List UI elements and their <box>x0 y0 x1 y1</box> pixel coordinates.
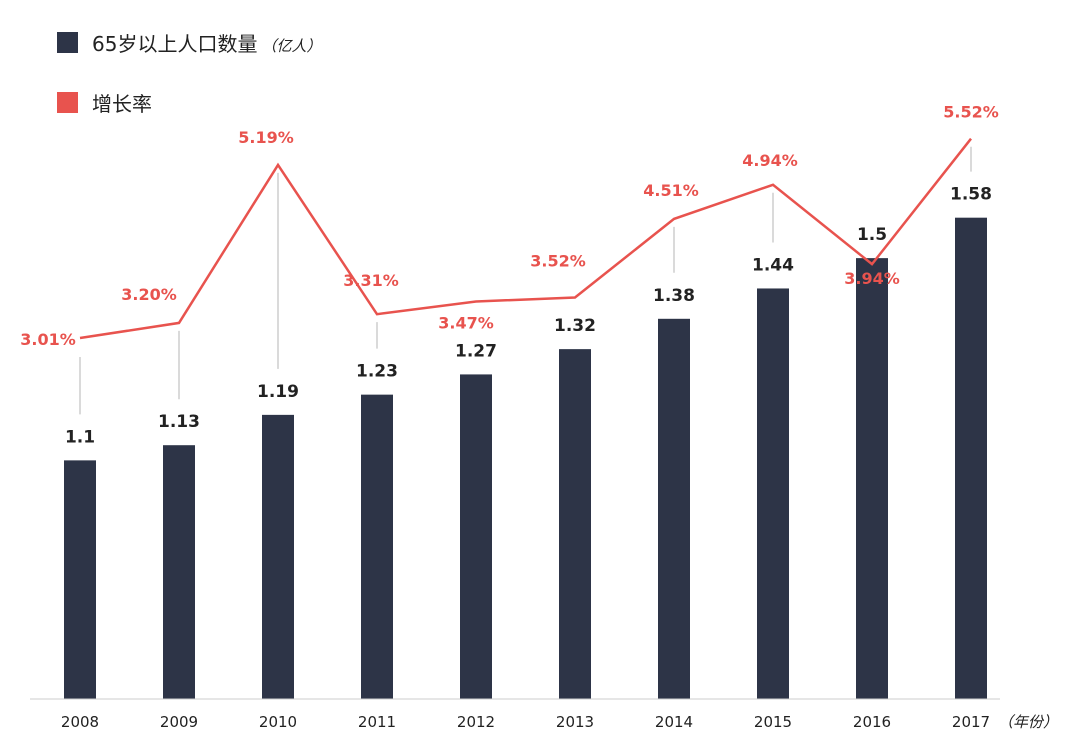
x-tick-2017: 2017 <box>952 713 990 731</box>
bar-2010 <box>262 414 294 699</box>
legend: 65岁以上人口数量 （亿人） 增长率 <box>57 32 321 116</box>
bar-label-2009: 1.13 <box>158 412 200 432</box>
bar-2011 <box>361 394 393 699</box>
x-tick-2015: 2015 <box>754 713 792 731</box>
bar-label-2008: 1.1 <box>65 427 95 447</box>
rate-label-2011: 3.31% <box>343 271 399 290</box>
rate-line <box>79 137 972 340</box>
x-tick-2012: 2012 <box>457 713 495 731</box>
legend-swatch-rate <box>57 92 78 113</box>
bar-2015 <box>757 288 789 699</box>
bar-2013 <box>559 349 591 699</box>
rate-label-2010: 5.19% <box>238 128 294 147</box>
x-axis-unit: （年份） <box>998 713 1058 731</box>
x-axis-ticks: 2008 2009 2010 2011 2012 2013 2014 2015 2016 2017 <box>61 713 990 731</box>
bar-2008 <box>64 460 96 699</box>
x-tick-2014: 2014 <box>655 713 693 731</box>
bar-label-2016: 1.5 <box>857 225 887 245</box>
bar-label-2017: 1.58 <box>950 185 992 205</box>
rate-label-2016: 3.94% <box>844 269 900 288</box>
x-tick-2011: 2011 <box>358 713 396 731</box>
bar-label-2014: 1.38 <box>653 286 695 306</box>
rate-label-2013: 3.52% <box>530 252 586 271</box>
legend-label-bars: 65岁以上人口数量 （亿人） <box>92 32 321 56</box>
bar-value-labels: 1.1 1.13 1.19 1.23 1.27 1.32 1.38 1.44 1.5 1.58 <box>65 185 992 448</box>
bar-2016 <box>856 258 888 699</box>
rate-label-2009: 3.20% <box>121 285 177 304</box>
bar-label-2011: 1.23 <box>356 362 398 382</box>
bar-label-2010: 1.19 <box>257 382 299 402</box>
rate-label-2017: 5.52% <box>943 103 999 122</box>
bar-series <box>64 217 987 699</box>
bar-2014 <box>658 318 690 699</box>
rate-label-2008: 3.01% <box>20 330 76 349</box>
legend-label-rate: 增长率 <box>92 92 152 116</box>
bar-2017 <box>955 217 987 699</box>
rate-label-2014: 4.51% <box>643 181 699 200</box>
bar-label-2012: 1.27 <box>455 341 497 361</box>
bar-label-2013: 1.32 <box>554 316 596 336</box>
bar-2009 <box>163 445 195 699</box>
rate-series <box>79 137 972 340</box>
rate-label-2012: 3.47% <box>438 313 494 332</box>
x-tick-2016: 2016 <box>853 713 891 731</box>
x-tick-2008: 2008 <box>61 713 99 731</box>
bar-2012 <box>460 374 492 699</box>
bar-label-2015: 1.44 <box>752 255 794 275</box>
x-tick-2013: 2013 <box>556 713 594 731</box>
legend-swatch-bars <box>57 32 78 53</box>
x-tick-2009: 2009 <box>160 713 198 731</box>
rate-value-labels: 3.01% 3.20% 5.19% 3.31% 3.47% 3.52% 4.51% 4.94%… <box>20 103 999 349</box>
rate-label-2015: 4.94% <box>742 151 798 170</box>
connector-lines <box>79 146 972 415</box>
x-tick-2010: 2010 <box>259 713 297 731</box>
